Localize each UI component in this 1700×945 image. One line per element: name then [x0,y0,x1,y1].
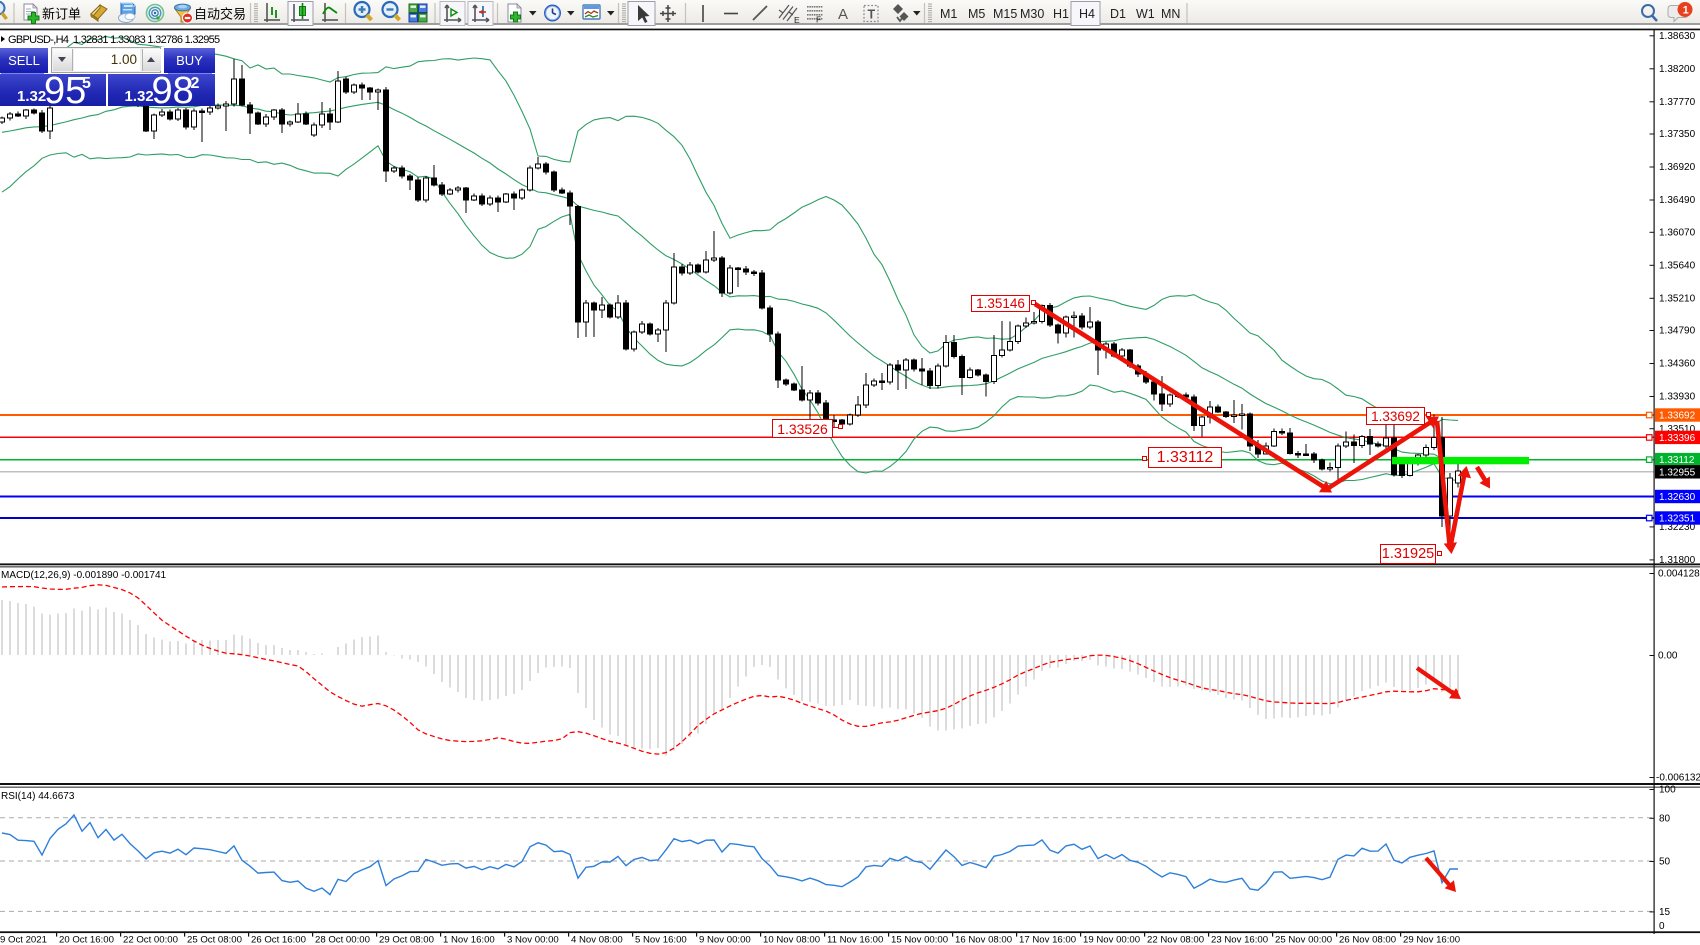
svg-text:26 Nov 08:00: 26 Nov 08:00 [1339,935,1396,945]
svg-text:1.33396: 1.33396 [1659,433,1696,444]
svg-text:1.32630: 1.32630 [1659,492,1696,503]
svg-text:20 Oct 16:00: 20 Oct 16:00 [59,935,114,945]
svg-text:19 Nov 00:00: 19 Nov 00:00 [1083,935,1140,945]
svg-text:28 Oct 00:00: 28 Oct 00:00 [315,935,370,945]
svg-text:23 Nov 16:00: 23 Nov 16:00 [1211,935,1268,945]
svg-text:9 Nov 00:00: 9 Nov 00:00 [699,935,751,945]
svg-text:15 Nov 00:00: 15 Nov 00:00 [891,935,948,945]
svg-text:1.32351: 1.32351 [1659,514,1696,525]
svg-text:1.33112: 1.33112 [1659,455,1695,466]
svg-text:W1: W1 [1136,7,1155,21]
svg-text:25 Oct 08:00: 25 Oct 08:00 [187,935,242,945]
svg-text:0.004128: 0.004128 [1658,569,1700,580]
svg-text:1.38630: 1.38630 [1659,31,1696,42]
svg-text:5 Nov 16:00: 5 Nov 16:00 [635,935,687,945]
svg-text:9 Oct 2021: 9 Oct 2021 [0,935,47,945]
svg-text:22 Oct 00:00: 22 Oct 00:00 [123,935,178,945]
svg-text:1.31800: 1.31800 [1659,555,1696,566]
svg-text:11 Nov 16:00: 11 Nov 16:00 [827,935,883,945]
svg-text:M30: M30 [1020,7,1044,21]
svg-text:1.33692: 1.33692 [1659,411,1696,422]
svg-text:1.34360: 1.34360 [1659,359,1696,370]
svg-text:1 Nov 16:00: 1 Nov 16:00 [443,935,495,945]
svg-text:MN: MN [1161,7,1180,21]
svg-text:F: F [816,15,821,25]
svg-text:1.38200: 1.38200 [1659,64,1696,75]
svg-text:1.37350: 1.37350 [1659,129,1696,140]
svg-text:80: 80 [1659,813,1671,824]
svg-text:3 Nov 00:00: 3 Nov 00:00 [507,935,559,945]
svg-text:15: 15 [1659,907,1671,918]
svg-text:M15: M15 [993,7,1017,21]
svg-text:T: T [868,8,876,22]
svg-text:1.34790: 1.34790 [1659,326,1696,337]
svg-text:0.00: 0.00 [1658,651,1678,662]
svg-text:25 Nov 00:00: 25 Nov 00:00 [1275,935,1332,945]
svg-text:自动交易: 自动交易 [194,7,246,22]
svg-text:22 Nov 08:00: 22 Nov 08:00 [1147,935,1204,945]
svg-text:0: 0 [1659,921,1665,932]
svg-text:1.36070: 1.36070 [1659,227,1696,238]
svg-text:29 Nov 16:00: 29 Nov 16:00 [1403,935,1460,945]
svg-text:1.32230: 1.32230 [1659,522,1696,533]
svg-text:1.32955: 1.32955 [1659,467,1696,478]
svg-text:100: 100 [1659,785,1676,796]
svg-text:1.33510: 1.33510 [1659,424,1696,435]
svg-text:1.35210: 1.35210 [1659,293,1696,304]
svg-text:29 Oct 08:00: 29 Oct 08:00 [379,935,434,945]
svg-text:M1: M1 [940,7,957,21]
svg-text:16 Nov 08:00: 16 Nov 08:00 [955,935,1012,945]
svg-text:H1: H1 [1053,7,1069,21]
svg-text:1.33930: 1.33930 [1659,392,1696,403]
svg-text:A: A [838,6,848,23]
svg-text:新订单: 新订单 [42,7,81,22]
svg-text:1.36490: 1.36490 [1659,195,1696,206]
svg-text:1.36920: 1.36920 [1659,162,1696,173]
svg-text:17 Nov 16:00: 17 Nov 16:00 [1019,935,1076,945]
svg-text:50: 50 [1659,857,1671,868]
svg-text:M5: M5 [968,7,985,21]
svg-text:4 Nov 08:00: 4 Nov 08:00 [571,935,623,945]
svg-text:1: 1 [1683,5,1689,17]
svg-text:H4: H4 [1079,7,1095,21]
svg-text:E: E [794,15,800,25]
svg-text:1.37770: 1.37770 [1659,97,1696,108]
svg-text:26 Oct 16:00: 26 Oct 16:00 [251,935,306,945]
svg-text:10 Nov 08:00: 10 Nov 08:00 [763,935,820,945]
svg-text:-0.006132: -0.006132 [1656,773,1700,784]
svg-text:1.35640: 1.35640 [1659,260,1696,271]
svg-text:D1: D1 [1110,7,1126,21]
